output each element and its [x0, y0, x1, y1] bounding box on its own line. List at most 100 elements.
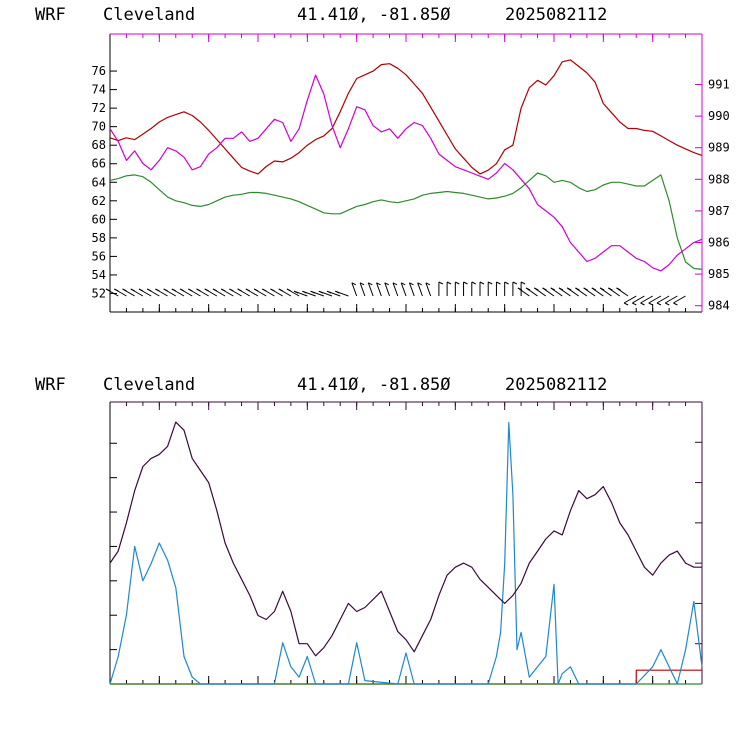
wind-barb-flag — [664, 302, 670, 306]
wind-barb-flag — [512, 281, 518, 285]
wind-barb-flag — [673, 302, 678, 306]
panel1-coords: 41.41Ø, -81.85Ø — [297, 5, 451, 25]
wind-barb — [664, 295, 678, 304]
wind-barb-flag — [591, 287, 597, 291]
wind-barb-flag — [479, 281, 485, 285]
wind-barb — [417, 282, 423, 297]
wind-barb — [640, 295, 653, 304]
wind-barb-flag — [496, 281, 501, 285]
wind-barb-flag — [566, 287, 572, 291]
y2-tick-label: 986 — [708, 236, 730, 250]
wind-barb — [673, 295, 686, 304]
wind-barb — [351, 282, 358, 297]
wind-barb-flag — [542, 287, 547, 291]
wind-barb-flag — [310, 290, 315, 294]
precipitation-panel — [109, 401, 703, 685]
temperature-panel: 52 54 56 58 60 62 64 66 68 70 72 74 76 984 985 986 987 98… — [92, 33, 730, 313]
wind-barb-flag — [179, 288, 185, 292]
wind-barb-flag — [558, 287, 564, 291]
wind-barb-flag — [648, 302, 653, 306]
wind-barb-flag — [122, 288, 127, 292]
wind-barb-flag — [335, 290, 340, 294]
wind-barb-flag — [188, 288, 193, 292]
wind-barb-flag — [487, 281, 493, 285]
wind-barb-flag — [623, 302, 629, 306]
y-tick-label: 72 — [92, 101, 106, 115]
panel2-header: WRF Cleveland 41.41Ø, -81.85Ø 2025082112 — [35, 375, 607, 395]
wind-barb-flag — [656, 302, 662, 306]
wind-barb-flag — [130, 288, 135, 292]
wind-barb-flag — [409, 282, 414, 286]
wind-barb-flag — [517, 287, 523, 291]
wind-barb-flag — [270, 288, 275, 292]
wind-barb-flag — [640, 302, 645, 306]
wind-barb-flag — [583, 287, 588, 291]
wind-barb — [648, 295, 662, 304]
y2-tick-label: 989 — [708, 141, 730, 155]
wind-barb-flag — [632, 302, 637, 306]
wind-barb-flag — [220, 288, 226, 292]
y-tick-label: 70 — [92, 120, 106, 134]
wind-barb-flag — [138, 288, 144, 292]
panel1-run: 2025082112 — [505, 5, 607, 25]
wind-barb-flag — [463, 281, 468, 285]
wind-barb-flag — [438, 281, 444, 285]
y-tick-label: 56 — [92, 249, 106, 263]
y2-tick-label: 991 — [708, 78, 730, 92]
wind-barb — [376, 282, 382, 297]
wind-barb-flag — [376, 282, 381, 286]
wind-barb-flag — [368, 282, 373, 286]
y-tick-label: 64 — [92, 175, 106, 189]
pressure-series — [109, 74, 703, 272]
panel1-location: Cleveland — [103, 5, 195, 25]
wind-barb-flag — [293, 290, 299, 294]
wind-barb-flag — [400, 282, 406, 286]
wind-barb-flag — [384, 282, 389, 286]
wind-barb-flag — [204, 288, 209, 292]
wind-barb — [408, 282, 415, 297]
wind-speed-series — [109, 421, 702, 657]
wind-barb — [656, 295, 670, 304]
wind-barb-flag — [417, 282, 422, 286]
wind-barb-flag — [326, 290, 332, 294]
wind-barb-flag — [286, 288, 292, 292]
wind-barb — [623, 295, 637, 304]
panel2-location: Cleveland — [103, 375, 195, 395]
y2-tick-label: 987 — [708, 204, 730, 218]
wind-barb-flag — [534, 287, 539, 291]
y-tick-label: 66 — [92, 157, 106, 171]
wind-barb-flag — [262, 288, 267, 292]
wind-barb-flag — [504, 281, 509, 285]
wind-barb-flag — [318, 290, 324, 294]
wind-barb-flag — [351, 282, 357, 286]
wind-barb-flag — [550, 287, 555, 291]
wind-barb-flag — [253, 288, 259, 292]
wind-barb — [392, 282, 399, 297]
wind-barb-flag — [446, 281, 452, 285]
y-tick-label: 54 — [92, 268, 106, 282]
wind-barb-flag — [392, 282, 398, 286]
wind-barb-flag — [171, 288, 177, 292]
y-tick-label: 74 — [92, 83, 106, 97]
wind-barb — [367, 282, 374, 297]
y2-tick-label: 985 — [708, 267, 730, 281]
wind-barb-flag — [520, 281, 526, 285]
wind-barb-flag — [245, 288, 251, 292]
wind-barb-flag — [114, 288, 119, 292]
y2-tick-label: 990 — [708, 109, 730, 123]
wind-barb-flag — [155, 288, 160, 292]
y-tick-label: 68 — [92, 138, 106, 152]
wind-barb — [384, 282, 391, 297]
panel2-model: WRF — [35, 375, 66, 395]
wind-barb-flag — [455, 281, 460, 285]
wind-barb-flag — [302, 290, 307, 294]
wind-barb-flag — [599, 287, 605, 291]
wind-barb-flag — [471, 281, 477, 285]
wind-barb — [425, 282, 432, 297]
wind-barb-flag — [525, 287, 531, 291]
wind-barb — [400, 282, 407, 297]
wind-barb-flag — [105, 288, 111, 292]
wind-barb-flag — [608, 287, 613, 291]
panel2-run: 2025082112 — [505, 375, 607, 395]
